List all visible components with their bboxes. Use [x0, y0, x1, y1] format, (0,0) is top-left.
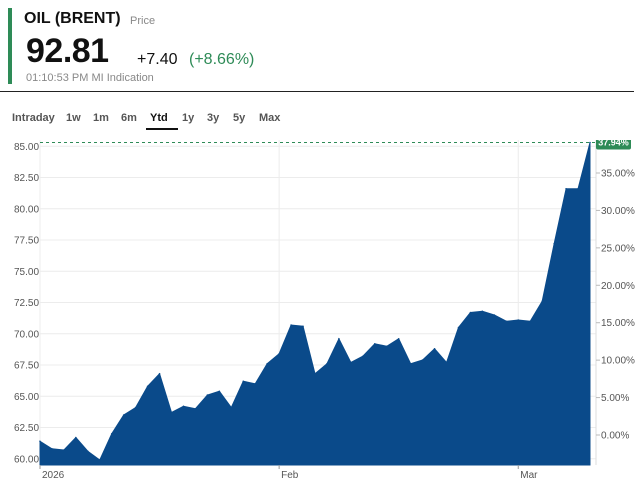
data-point	[51, 447, 53, 450]
data-point	[529, 320, 532, 323]
right-tick-label: 10.00%	[601, 356, 635, 367]
data-point	[230, 406, 233, 409]
data-point	[493, 314, 496, 316]
data-point	[182, 405, 185, 408]
y-tick-label: 77.50	[14, 236, 39, 247]
data-point	[445, 361, 448, 364]
data-point	[206, 394, 209, 396]
data-point	[302, 325, 304, 328]
quote-source: MI Indication	[91, 72, 154, 84]
right-tick-label: 25.00%	[601, 243, 635, 254]
data-point	[409, 362, 412, 365]
tab-5y[interactable]: 5y	[233, 112, 246, 124]
data-point	[218, 390, 221, 393]
data-point	[350, 361, 352, 364]
instrument-type-label: Price	[130, 15, 156, 27]
data-point	[373, 342, 376, 345]
tab-1y[interactable]: 1y	[182, 112, 195, 124]
tab-intraday[interactable]: Intraday	[12, 112, 55, 124]
data-point	[421, 359, 424, 361]
data-point	[505, 320, 508, 323]
price-area	[39, 142, 591, 466]
data-point	[433, 347, 436, 350]
data-point	[290, 324, 292, 326]
data-point	[63, 449, 65, 451]
x-tick-label: Feb	[281, 470, 299, 481]
tab-ytd[interactable]: Ytd	[146, 108, 178, 130]
current-price: 92.81	[26, 32, 109, 70]
data-point	[242, 380, 245, 383]
price-change-percent: (+8.66%)	[189, 51, 255, 68]
tab-max[interactable]: Max	[259, 112, 281, 124]
data-point	[326, 362, 328, 365]
data-point	[362, 355, 364, 358]
data-point	[278, 352, 280, 355]
y-tick-label: 65.00	[14, 392, 39, 403]
data-point	[146, 385, 149, 388]
data-point	[589, 141, 591, 144]
quote-timestamp: 01:10:53 PM MI Indication	[26, 72, 154, 84]
data-point	[565, 187, 567, 190]
data-point	[254, 382, 257, 385]
current-change-badge-label: 37.94%	[598, 140, 629, 148]
data-point	[517, 319, 520, 321]
right-tick-label: 35.00%	[601, 169, 635, 180]
data-point	[122, 414, 125, 416]
y-tick-label: 80.00	[14, 204, 39, 215]
data-point	[194, 407, 197, 410]
right-tick-label: 5.00%	[601, 393, 629, 404]
x-tick-label: 2026	[42, 470, 65, 481]
y-tick-label: 70.00	[14, 329, 39, 340]
instrument-name: OIL (BRENT)	[24, 10, 121, 27]
y-tick-label: 75.00	[14, 267, 39, 278]
y-tick-label: 85.00	[14, 142, 39, 153]
price-chart: 85.00 82.50 80.00 77.50 75.00 72.50 70.00 67.50…	[14, 140, 635, 481]
data-point	[75, 436, 77, 439]
y-tick-label: 67.50	[14, 361, 39, 372]
right-tick-label: 20.00%	[601, 281, 635, 292]
quote-accent-bar	[8, 8, 12, 84]
data-point	[481, 310, 484, 313]
data-point	[338, 337, 340, 340]
data-point	[553, 242, 555, 245]
y-tick-label: 60.00	[14, 454, 39, 465]
data-point	[385, 345, 388, 348]
data-point	[314, 372, 316, 375]
data-point	[541, 300, 543, 303]
data-point	[397, 337, 400, 340]
right-tick-label: 0.00%	[601, 431, 629, 442]
data-point	[134, 406, 137, 409]
tab-6m[interactable]: 6m	[121, 112, 137, 124]
tab-1m[interactable]: 1m	[93, 112, 109, 124]
data-point	[98, 459, 101, 461]
current-change-badge	[596, 140, 631, 150]
data-point	[577, 187, 579, 190]
x-tick-label: Mar	[520, 470, 538, 481]
right-tick-label: 30.00%	[601, 206, 635, 217]
quote-time: 01:10:53 PM	[26, 72, 89, 84]
data-point	[87, 450, 89, 453]
tab-1w[interactable]: 1w	[66, 112, 81, 124]
y-tick-label: 62.50	[14, 423, 39, 434]
y-tick-label: 82.50	[14, 173, 39, 184]
y-tick-label: 72.50	[14, 298, 39, 309]
data-point	[39, 440, 41, 443]
data-point	[110, 432, 113, 435]
data-point	[457, 326, 460, 329]
right-tick-label: 15.00%	[601, 318, 635, 329]
header-divider	[0, 91, 634, 92]
tab-3y[interactable]: 3y	[207, 112, 220, 124]
data-point	[158, 372, 161, 375]
data-point	[469, 311, 472, 314]
data-point	[266, 362, 268, 365]
data-point	[170, 411, 173, 414]
price-change: +7.40	[137, 51, 178, 68]
